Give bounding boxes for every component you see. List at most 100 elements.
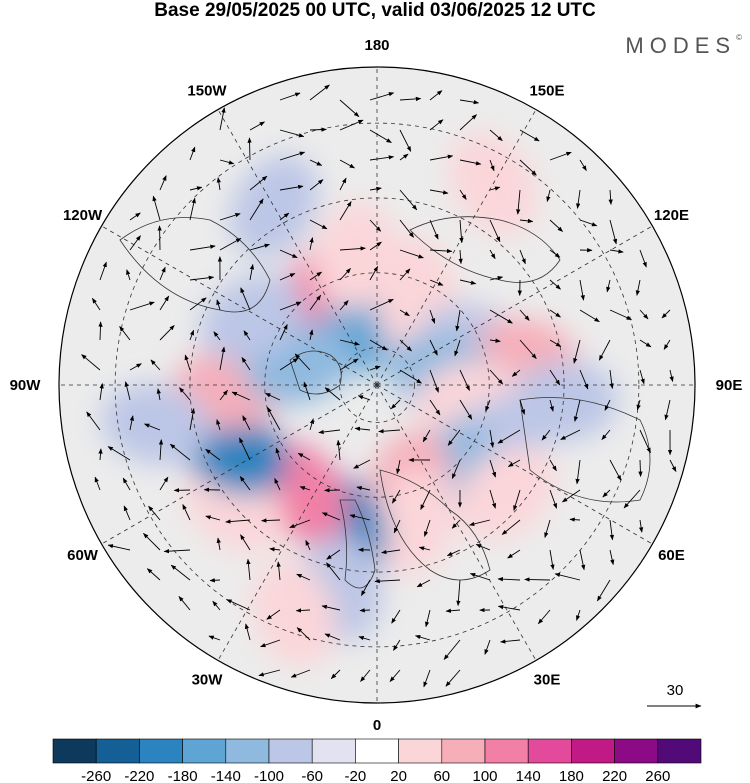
wind-arrow bbox=[459, 189, 467, 200]
wind-arrow bbox=[156, 388, 161, 401]
wind-arrow bbox=[279, 273, 296, 281]
colorbar-swatch bbox=[95, 738, 140, 764]
colorbar-tick-label: 140 bbox=[516, 768, 541, 783]
wind-arrow bbox=[497, 429, 521, 444]
wind-arrow bbox=[549, 219, 563, 232]
wind-arrow bbox=[305, 539, 311, 551]
wind-arrow bbox=[513, 489, 521, 511]
wind-arrow bbox=[182, 504, 191, 521]
wind-arrow bbox=[391, 609, 401, 624]
wind-arrow bbox=[489, 219, 501, 243]
wind-arrow bbox=[216, 537, 221, 551]
wind-arrow bbox=[399, 339, 412, 352]
wind-arrow bbox=[231, 391, 251, 401]
wind-arrow bbox=[219, 389, 228, 401]
meridian-line bbox=[217, 384, 378, 661]
wind-arrow bbox=[225, 519, 251, 524]
map-boundary bbox=[58, 66, 696, 704]
wind-arrow bbox=[99, 261, 107, 281]
colorbar-tick-label: -20 bbox=[345, 768, 367, 783]
wind-arrow bbox=[279, 212, 290, 221]
wind-arrow bbox=[549, 549, 555, 570]
longitude-label: 30W bbox=[192, 671, 224, 688]
wind-arrow bbox=[98, 321, 103, 341]
wind-arrow bbox=[489, 338, 501, 343]
wind-arrow bbox=[189, 297, 207, 311]
wind-arrow bbox=[378, 429, 401, 434]
wind-arrow bbox=[609, 519, 615, 541]
wind-arrow bbox=[279, 357, 299, 371]
wind-arrow bbox=[369, 265, 379, 281]
colorbar-tick-label: 220 bbox=[602, 768, 627, 783]
wind-arrow bbox=[309, 179, 324, 191]
wind-arrow bbox=[243, 330, 251, 341]
colorbar-swatch bbox=[398, 738, 443, 764]
wind-arrow bbox=[339, 358, 359, 371]
wind-arrow bbox=[326, 549, 341, 560]
colorbar-tick-label: -100 bbox=[254, 768, 284, 783]
wind-arrow bbox=[339, 339, 360, 346]
wind-arrow bbox=[279, 129, 305, 138]
wind-arrow bbox=[609, 549, 615, 566]
wind-arrow bbox=[143, 533, 161, 551]
wind-arrow bbox=[309, 127, 327, 132]
wind-arrow bbox=[579, 369, 589, 390]
wind-arrow bbox=[544, 519, 551, 538]
wind-arrow bbox=[209, 578, 221, 583]
wind-arrow bbox=[418, 546, 431, 551]
wind-arrow bbox=[309, 418, 315, 431]
wind-arrow bbox=[664, 399, 671, 421]
wind-arrow bbox=[429, 309, 436, 324]
wind-arrow bbox=[339, 177, 347, 191]
wind-arrow bbox=[247, 137, 252, 161]
wind-arrow bbox=[94, 476, 101, 491]
wind-arrow bbox=[226, 599, 251, 611]
wind-arrow bbox=[489, 459, 497, 478]
wind-arrow bbox=[489, 186, 501, 191]
wind-arrow bbox=[549, 399, 554, 412]
wind-arrow bbox=[489, 159, 495, 172]
wind-arrow bbox=[249, 243, 270, 251]
wind-arrow bbox=[663, 339, 671, 350]
wind-arrow bbox=[429, 219, 439, 240]
wind-arrow bbox=[429, 369, 439, 393]
wind-arrow bbox=[475, 543, 491, 551]
wind-arrow bbox=[353, 459, 371, 469]
wind-arrow bbox=[219, 213, 241, 221]
wind-arrow bbox=[455, 309, 461, 332]
wind-vectors bbox=[81, 84, 677, 688]
wind-arrow bbox=[485, 399, 491, 412]
wind-arrow bbox=[507, 459, 521, 467]
wind-arrow bbox=[189, 275, 215, 281]
colorbar-swatch bbox=[139, 738, 183, 764]
wind-arrow bbox=[369, 129, 392, 143]
wind-arrow bbox=[576, 189, 581, 209]
wind-arrow bbox=[489, 369, 504, 385]
wind-arrow bbox=[609, 249, 624, 254]
wind-arrow bbox=[429, 279, 444, 286]
wind-arrow bbox=[219, 346, 226, 371]
brand-mark: © bbox=[736, 33, 742, 42]
wind-arrow bbox=[469, 519, 491, 527]
wind-arrow bbox=[295, 608, 311, 613]
wind-arrow bbox=[129, 363, 142, 371]
longitude-label: 150W bbox=[187, 83, 227, 100]
wind-arrow bbox=[216, 299, 221, 311]
wind-arrow bbox=[124, 381, 131, 401]
wind-arrow bbox=[339, 99, 360, 117]
wind-arrow bbox=[579, 219, 598, 227]
wind-arrow bbox=[604, 399, 611, 411]
wind-arrow bbox=[429, 189, 449, 195]
latitude-circle bbox=[339, 347, 415, 423]
wind-arrow bbox=[414, 634, 431, 641]
wind-arrow bbox=[661, 309, 671, 319]
wind-arrow bbox=[579, 159, 587, 172]
wind-arrow bbox=[242, 415, 251, 431]
wind-arrow bbox=[489, 489, 497, 509]
meridian-line bbox=[217, 109, 378, 386]
wind-arrow bbox=[279, 249, 298, 259]
wind-arrow bbox=[420, 489, 431, 511]
wind-arrow bbox=[459, 114, 477, 131]
wind-arrow bbox=[424, 609, 431, 628]
wind-arrow bbox=[99, 383, 104, 401]
